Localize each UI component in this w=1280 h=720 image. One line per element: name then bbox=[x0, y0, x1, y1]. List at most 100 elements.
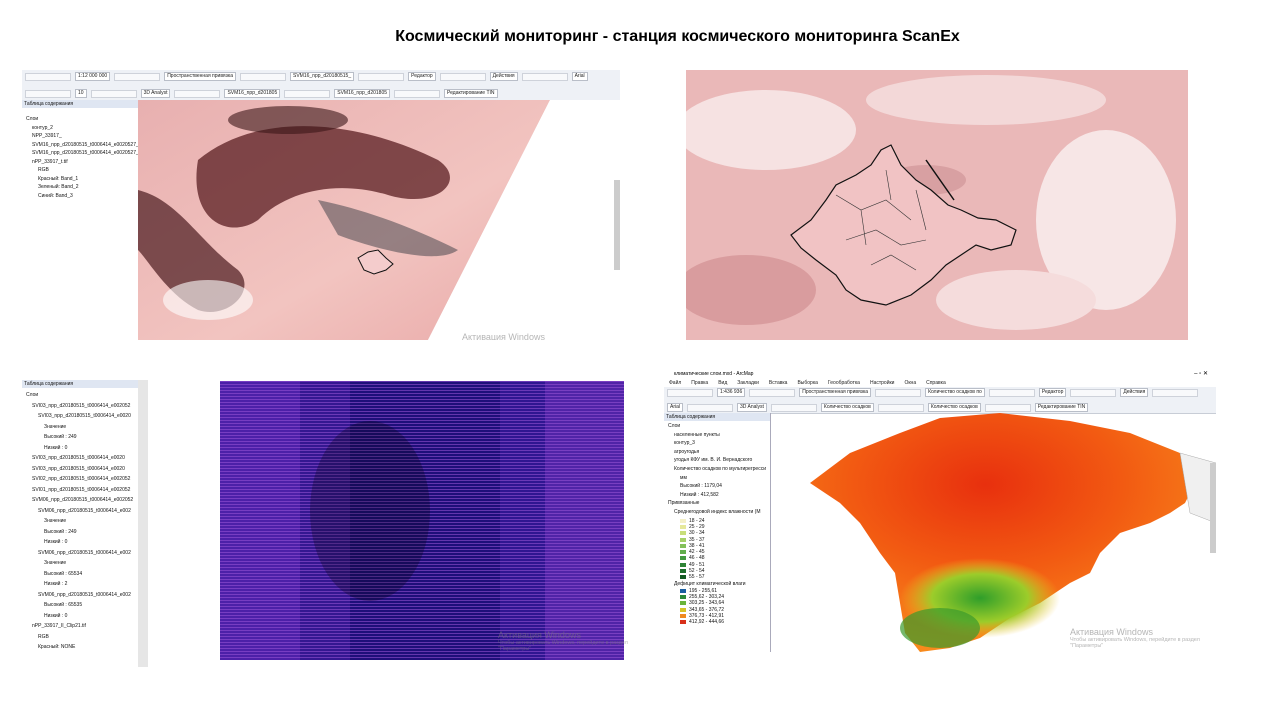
window-titlebar: климатические слои.mxd - ArcMap – ▫ ✕ bbox=[664, 370, 1216, 379]
toc-item: Красный: Band_1 bbox=[38, 175, 79, 182]
menu-bar: Файл Правка Вид Закладки Вставка Выборка Геооб… bbox=[664, 379, 1216, 387]
toc-item: Низкий : 0 bbox=[44, 539, 68, 545]
toc-item: SVI01_npp_d20180515_t0006414_e002052 bbox=[32, 486, 131, 493]
toc-item: Значение bbox=[44, 518, 67, 524]
ico bbox=[394, 89, 440, 98]
legend-label: 303,25 - 343,64 bbox=[689, 600, 725, 607]
toc-item: угодья КФУ им. В. И. Вернадского bbox=[674, 457, 753, 464]
toc-item: контур_3 bbox=[674, 440, 695, 447]
menu-item: Окна bbox=[904, 379, 917, 386]
ico bbox=[240, 72, 287, 81]
toc-header: Таблица содержания bbox=[22, 100, 138, 108]
toolbar: 1:12 000 000 Пространственная привязка SVM… bbox=[22, 70, 620, 101]
toolbar-field: Редактирование TIN bbox=[1034, 403, 1089, 412]
toc-item: SVM06_npp_d20180515_t0006414_e002 bbox=[38, 507, 131, 514]
screenshot: 1:12 000 000 Пространственная привязка SVM… bbox=[22, 70, 620, 340]
toc-item: Привязанные bbox=[668, 500, 700, 507]
table-of-contents: Таблица содержания Слои контур_2 NPP_33917_… bbox=[22, 100, 139, 340]
legend-swatch bbox=[680, 543, 686, 548]
ico bbox=[749, 388, 796, 397]
legend-swatch bbox=[680, 620, 686, 625]
toc-item: Высокий : 249 bbox=[44, 434, 77, 440]
menu-item: Геообработка bbox=[827, 379, 860, 386]
table-of-contents: Таблица содержания Слои SVI03_npp_d2018051… bbox=[22, 380, 139, 667]
legend-label: 30 - 34 bbox=[689, 530, 705, 537]
toc-item: Синий: Band_3 bbox=[38, 192, 73, 199]
legend-swatch bbox=[680, 556, 686, 561]
legend-label: 52 - 54 bbox=[689, 568, 705, 574]
menu-item: Выборка bbox=[797, 379, 818, 386]
ico bbox=[1070, 388, 1117, 397]
legend-label: 55 - 57 bbox=[689, 574, 705, 581]
toc-item: Высокий : 1179,04 bbox=[680, 483, 722, 490]
raster-map bbox=[220, 381, 624, 660]
toc-item: nPP_33917_t.tif bbox=[32, 158, 68, 165]
toc-item: Значение bbox=[44, 560, 67, 566]
toc-item: SVM06_npp_d20180515_t0006414_e002 bbox=[38, 549, 131, 556]
ico bbox=[988, 388, 1035, 397]
toolbar-field: Arial bbox=[667, 403, 684, 412]
toolbar-field: Редактор bbox=[408, 72, 436, 81]
legend-swatch bbox=[680, 518, 686, 523]
satellite-map-crimea bbox=[686, 70, 1188, 340]
legend-swatch bbox=[680, 562, 686, 567]
ico bbox=[358, 72, 405, 81]
toc-header: Таблица содержания bbox=[664, 413, 770, 421]
menu-item: Вид bbox=[718, 379, 728, 386]
toc-item: Среднегодовой индекс влажности (М bbox=[674, 509, 761, 515]
toolbar-field: Редактирование TIN bbox=[444, 89, 498, 98]
legend-swatch bbox=[680, 613, 686, 618]
watermark-line: Активация Windows bbox=[1070, 627, 1153, 637]
toc-item: Слои bbox=[26, 392, 39, 398]
toolbar-field: Действия bbox=[489, 72, 518, 81]
ico bbox=[439, 72, 486, 81]
ico bbox=[284, 89, 331, 98]
toc-item: nPP_33917_II_Clip21.tif bbox=[32, 623, 86, 629]
toc-item: SVI03_npp_d20180515_t0006414_e002052 bbox=[32, 402, 131, 409]
legend-swatch bbox=[680, 594, 686, 599]
legend-label: 412,92 - 444,66 bbox=[689, 619, 725, 626]
ico bbox=[770, 403, 817, 412]
toc-item: RGB bbox=[38, 167, 49, 173]
toc-item: Низкий : 0 bbox=[44, 612, 68, 619]
satellite-map bbox=[138, 100, 620, 340]
legend-label: 49 - 51 bbox=[689, 561, 705, 568]
watermark-line: "Параметры" bbox=[498, 646, 532, 652]
toc-item: Количество осадков по мультирегресси bbox=[674, 466, 767, 472]
toc-item: SVM06_npp_d20180515_t0006414_e002 bbox=[38, 591, 131, 598]
toc-item: NPP_33917_ bbox=[32, 133, 62, 139]
toolbar-field: 10 bbox=[75, 89, 87, 98]
toc-item: Высокий : 249 bbox=[44, 528, 77, 535]
toolbar-field: SVM16_npp_d201805 bbox=[224, 89, 281, 98]
ico bbox=[25, 89, 71, 98]
ico bbox=[90, 89, 137, 98]
legend-swatch bbox=[680, 550, 686, 555]
toc-header: Таблица содержания bbox=[22, 380, 138, 388]
legend-swatch bbox=[680, 524, 686, 529]
legend-label: 42 - 45 bbox=[689, 549, 705, 556]
activation-watermark: Активация Windows Чтобы активировать Wind… bbox=[498, 630, 628, 652]
toolbar-field: SVM16_npp_d201805 bbox=[334, 89, 390, 98]
toolbar-field: Количество осадков bbox=[820, 403, 874, 412]
toc-item: SVI03_npp_d20180515_t0006414_e0020 bbox=[32, 455, 125, 461]
toolbar-field: 3D Analyst bbox=[140, 89, 171, 98]
toc-item: Зеленый: Band_2 bbox=[38, 184, 79, 190]
toc-item: Низкий : 0 bbox=[44, 444, 68, 451]
legend-swatch bbox=[680, 537, 686, 542]
legend-label: 18 - 24 bbox=[689, 517, 705, 524]
ico bbox=[1152, 388, 1199, 397]
toc-item: Слои bbox=[26, 116, 39, 122]
legend-label: 38 - 41 bbox=[689, 542, 705, 549]
ico bbox=[521, 72, 568, 81]
toolbar-field: 3D Analyst bbox=[737, 403, 767, 412]
toolbar-field: Пространственная привязка bbox=[799, 388, 872, 397]
legend-swatch bbox=[680, 601, 686, 606]
legend-swatch bbox=[680, 569, 686, 573]
ico bbox=[875, 388, 922, 397]
legend-label: 46 - 48 bbox=[689, 555, 705, 562]
toolbar-field: Arial bbox=[571, 72, 588, 81]
toc-item: мм bbox=[680, 474, 687, 481]
toc-item: SVM06_npp_d20180515_t0006414_e002052 bbox=[32, 497, 134, 503]
toc-item: SVM16_npp_d20180515_t0006414_e0020527_ bbox=[32, 150, 139, 156]
legend-label: 376,73 - 412,91 bbox=[689, 612, 725, 619]
